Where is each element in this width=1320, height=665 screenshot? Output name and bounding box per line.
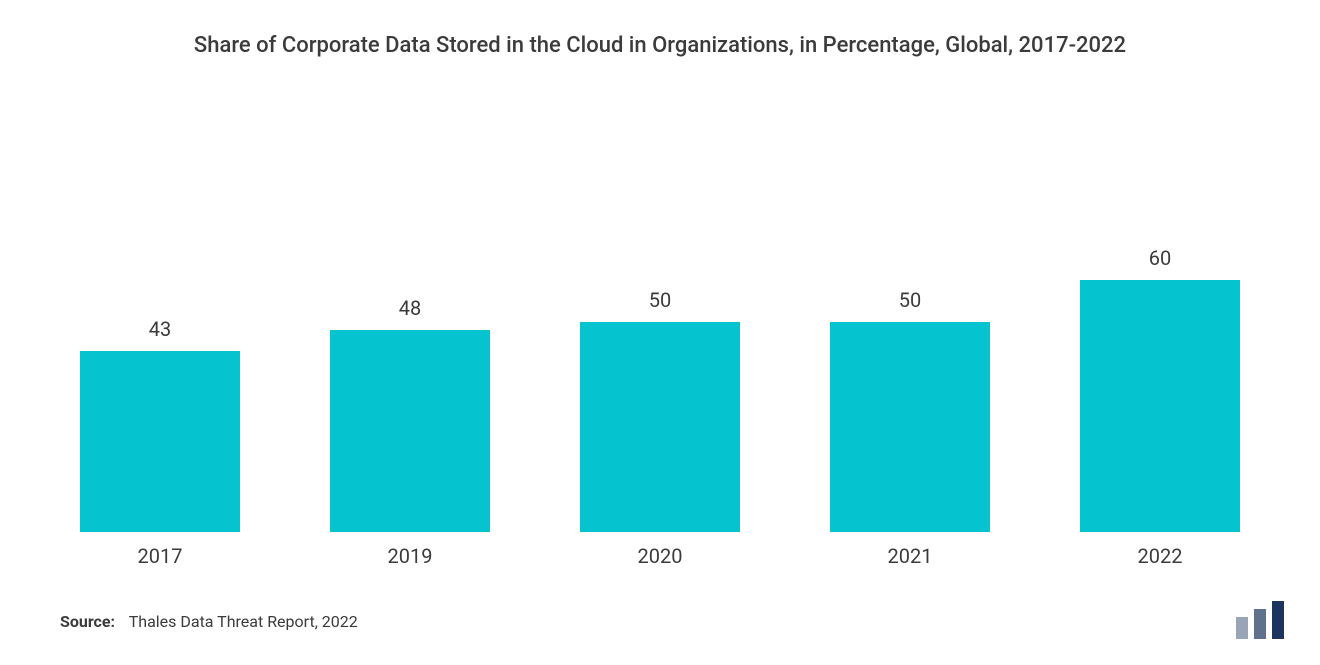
x-label: 2019 — [330, 544, 490, 568]
source-label: Source: — [60, 612, 115, 631]
logo-bar-icon — [1254, 609, 1266, 639]
logo-bar-icon — [1272, 601, 1284, 639]
logo-bar-icon — [1236, 617, 1248, 639]
bar-value-label: 48 — [399, 296, 421, 320]
x-label: 2022 — [1080, 544, 1240, 568]
mordor-intelligence-logo — [1236, 601, 1284, 639]
plot-area: 43 48 50 50 60 2017 2019 2020 — [60, 132, 1260, 532]
bar-value-label: 43 — [149, 317, 171, 341]
bar-rect — [580, 322, 740, 532]
x-label: 2017 — [80, 544, 240, 568]
bar-slot-2019: 48 — [330, 296, 490, 532]
chart-title: Share of Corporate Data Stored in the Cl… — [130, 30, 1190, 62]
x-label: 2020 — [580, 544, 740, 568]
x-label: 2021 — [830, 544, 990, 568]
bar-slot-2022: 60 — [1080, 246, 1240, 532]
bar-slot-2020: 50 — [580, 288, 740, 532]
x-axis-labels: 2017 2019 2020 2021 2022 — [60, 532, 1260, 568]
source-text: Thales Data Threat Report, 2022 — [129, 612, 358, 631]
source-line: Source: Thales Data Threat Report, 2022 — [60, 612, 358, 631]
bar-slot-2017: 43 — [80, 317, 240, 532]
chart-container: Share of Corporate Data Stored in the Cl… — [0, 0, 1320, 665]
bar-value-label: 50 — [899, 288, 921, 312]
bar-rect — [1080, 280, 1240, 532]
bars-row: 43 48 50 50 60 — [60, 132, 1260, 532]
bar-value-label: 60 — [1149, 246, 1171, 270]
bar-rect — [830, 322, 990, 532]
bar-rect — [80, 351, 240, 532]
bar-rect — [330, 330, 490, 532]
bar-slot-2021: 50 — [830, 288, 990, 532]
bar-value-label: 50 — [649, 288, 671, 312]
